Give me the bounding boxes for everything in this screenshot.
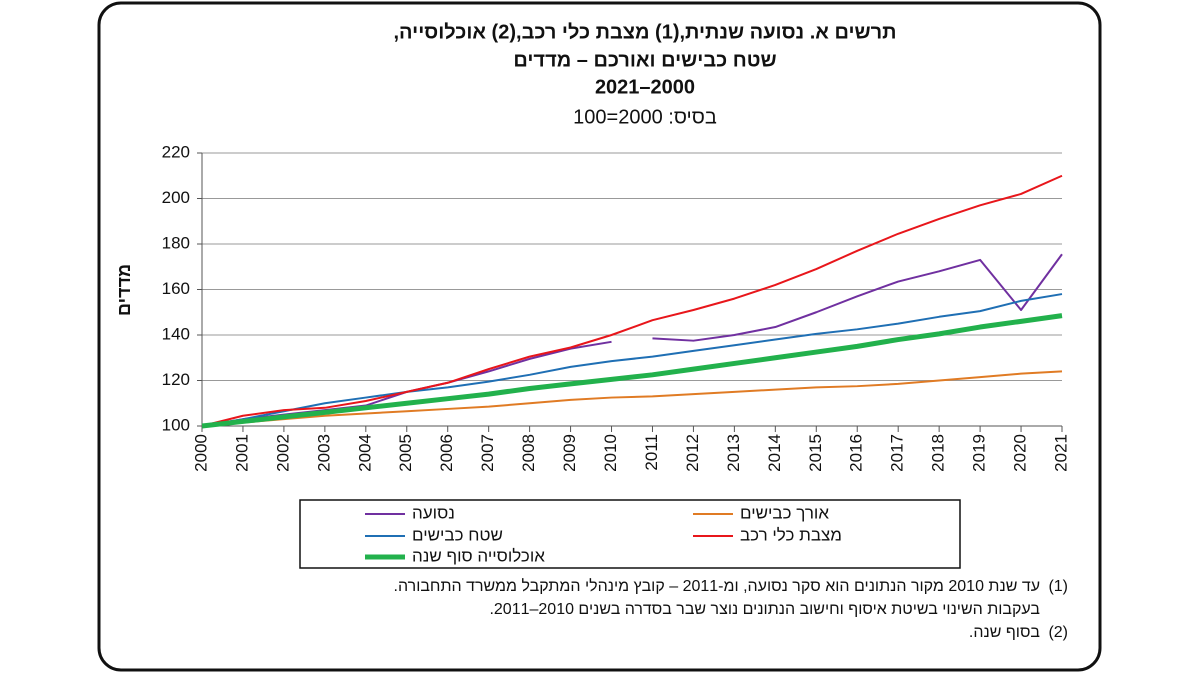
legend-label: נסועה — [412, 503, 455, 522]
x-tick-label: 2012 — [683, 434, 702, 472]
y-axis-label: מדדים — [114, 264, 134, 316]
x-tick-label: 2001 — [232, 434, 251, 472]
x-tick-label: 2005 — [396, 434, 415, 472]
footnote-marker: (1) — [1048, 578, 1068, 595]
x-tick-label: 2007 — [478, 434, 497, 472]
chart-title: תרשים א. נסועה שנתית,(1) מצבת כלי רכב,(2… — [393, 21, 896, 43]
x-tick-label: 2006 — [437, 434, 456, 472]
data-line — [201, 313, 1063, 429]
x-tick-label: 2013 — [724, 434, 743, 472]
chart-title: 2021–2000 — [595, 76, 695, 98]
frame — [97, 1, 1102, 672]
x-tick-label: 2020 — [1011, 434, 1030, 472]
x-tick-label: 2010 — [601, 434, 620, 472]
x-tick-label: 2011 — [642, 434, 661, 471]
footnote-marker: (2) — [1048, 624, 1068, 641]
legend-label: אוכלוסייה סוף שנה — [412, 546, 545, 565]
footnote-text: בסוף שנה. — [969, 624, 1041, 641]
x-tick-label: 2004 — [355, 434, 374, 472]
data-line — [652, 253, 1063, 342]
footnote-text: עד שנת 2010 מקור הנתונים הוא סקר נסועה, … — [394, 577, 1040, 595]
x-tick-label: 2018 — [929, 434, 948, 472]
x-tick-label: 2014 — [765, 434, 784, 472]
legend-label: אורך כבישים — [740, 503, 829, 522]
y-tick-label: 220 — [162, 142, 190, 161]
x-tick-label: 2017 — [888, 434, 907, 472]
chart-subtitle: בסיס: 2000=100 — [573, 106, 717, 128]
y-tick-label: 200 — [162, 188, 190, 207]
x-tick-label: 2009 — [560, 434, 579, 472]
x-tick-label: 2002 — [273, 434, 292, 472]
x-tick-label: 2016 — [847, 434, 866, 472]
legend — [299, 499, 961, 569]
y-tick-label: 100 — [162, 415, 190, 434]
legend-label: מצבת כלי רכב — [740, 525, 842, 544]
x-tick-label: 2021 — [1051, 434, 1070, 472]
y-tick-label: 180 — [162, 233, 190, 252]
chart-title: שטח כבישים ואורכם – מדדים — [513, 49, 776, 71]
x-tick-label: 2008 — [519, 434, 538, 472]
x-tick-label: 2015 — [806, 434, 825, 472]
x-tick-label: 2019 — [970, 434, 989, 472]
data-line — [201, 174, 1063, 427]
y-tick-label: 120 — [162, 370, 190, 389]
x-tick-label: 2003 — [314, 434, 333, 472]
y-tick-label: 160 — [162, 279, 190, 298]
data-line — [201, 370, 1063, 427]
footnote-text: בעקבות השינוי בשיטת איסוף וחישוב הנתונים… — [489, 601, 1040, 618]
y-tick-label: 140 — [162, 324, 190, 343]
x-tick-label: 2000 — [191, 434, 210, 472]
legend-label: שטח כבישים — [412, 525, 503, 544]
data-line — [201, 293, 1063, 427]
